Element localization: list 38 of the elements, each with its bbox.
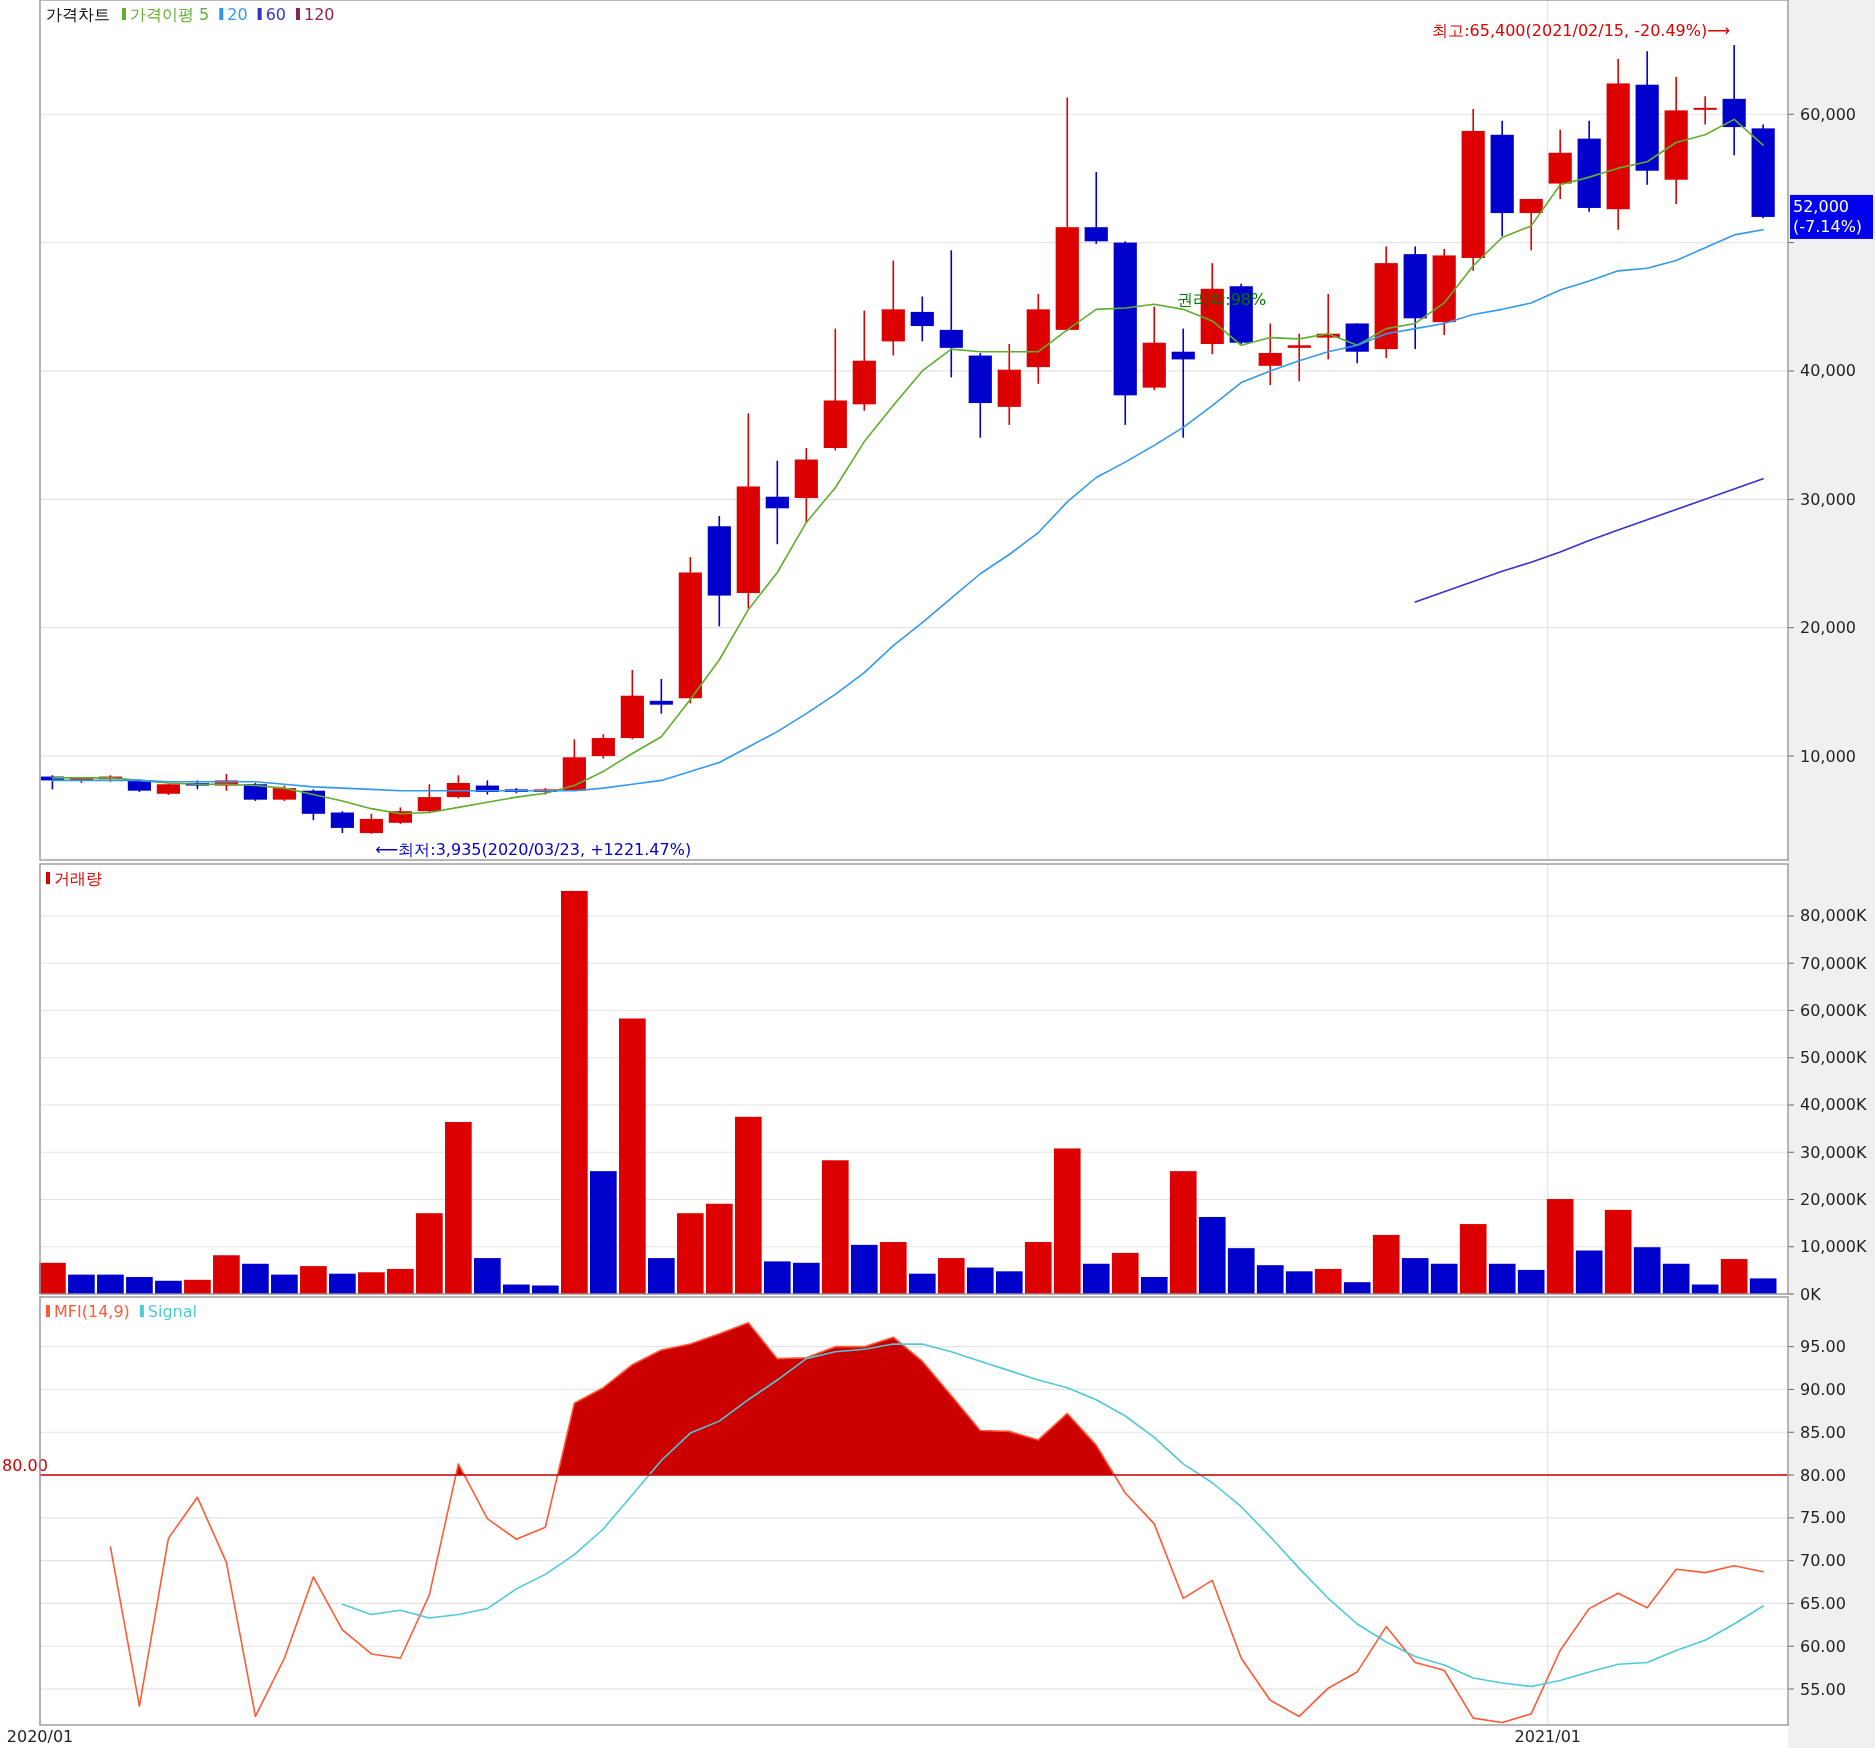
- y-tick-label: 80.00: [1800, 1465, 1846, 1485]
- y-tick-label: 90.00: [1800, 1379, 1846, 1399]
- y-tick-label: 50,000K: [1800, 1048, 1867, 1068]
- y-tick-label: 60,000K: [1800, 1000, 1867, 1020]
- y-tick-label: 95.00: [1800, 1337, 1846, 1357]
- y-tick-label: 60,000: [1800, 104, 1856, 124]
- y-tick-label: 40,000K: [1800, 1095, 1867, 1115]
- annotation: ⟵최저:3,935(2020/03/23, +1221.47%): [375, 840, 692, 860]
- y-tick-label: 20,000: [1800, 618, 1856, 638]
- legend-label: 20: [227, 4, 248, 24]
- y-tick-label: 10,000: [1800, 746, 1856, 766]
- x-tick-label: 2021/01: [1514, 1727, 1581, 1746]
- y-tick-label: 70.00: [1800, 1551, 1846, 1571]
- y-tick-label: 0K: [1800, 1284, 1822, 1304]
- y-tick-label: 60.00: [1800, 1636, 1846, 1656]
- y-tick-label: 55.00: [1800, 1679, 1846, 1699]
- y-tick-label: 30,000: [1800, 489, 1856, 509]
- legend-label: 가격이평 5: [130, 4, 210, 24]
- annotation: 52,000 (-7.14%): [1793, 197, 1863, 237]
- y-tick-label: 20,000K: [1800, 1189, 1867, 1209]
- y-tick-label: 65.00: [1800, 1593, 1846, 1613]
- y-tick-label: 40,000: [1800, 361, 1856, 381]
- y-tick-label: 30,000K: [1800, 1142, 1867, 1162]
- legend-label: 60: [265, 4, 286, 24]
- annotation: 최고:65,400(2021/02/15, -20.49%)⟶: [1432, 21, 1731, 41]
- y-tick-label: 10,000K: [1800, 1237, 1867, 1257]
- y-tick-label: 80,000K: [1800, 906, 1867, 926]
- ref-line-label: 80.00: [2, 1456, 48, 1476]
- legend-label: MFI(14,9): [54, 1301, 130, 1321]
- y-tick-label: 70,000K: [1800, 953, 1867, 973]
- legend-label: 120: [303, 4, 335, 24]
- legend-label: 거래량: [54, 868, 102, 888]
- annotation: 권리락:98%: [1177, 289, 1267, 309]
- y-tick-label: 85.00: [1800, 1422, 1846, 1442]
- y-tick-label: 75.00: [1800, 1508, 1846, 1528]
- legend-label: Signal: [147, 1301, 197, 1321]
- chart-title: 가격차트: [46, 4, 110, 24]
- x-tick-label: 2020/01: [6, 1727, 74, 1746]
